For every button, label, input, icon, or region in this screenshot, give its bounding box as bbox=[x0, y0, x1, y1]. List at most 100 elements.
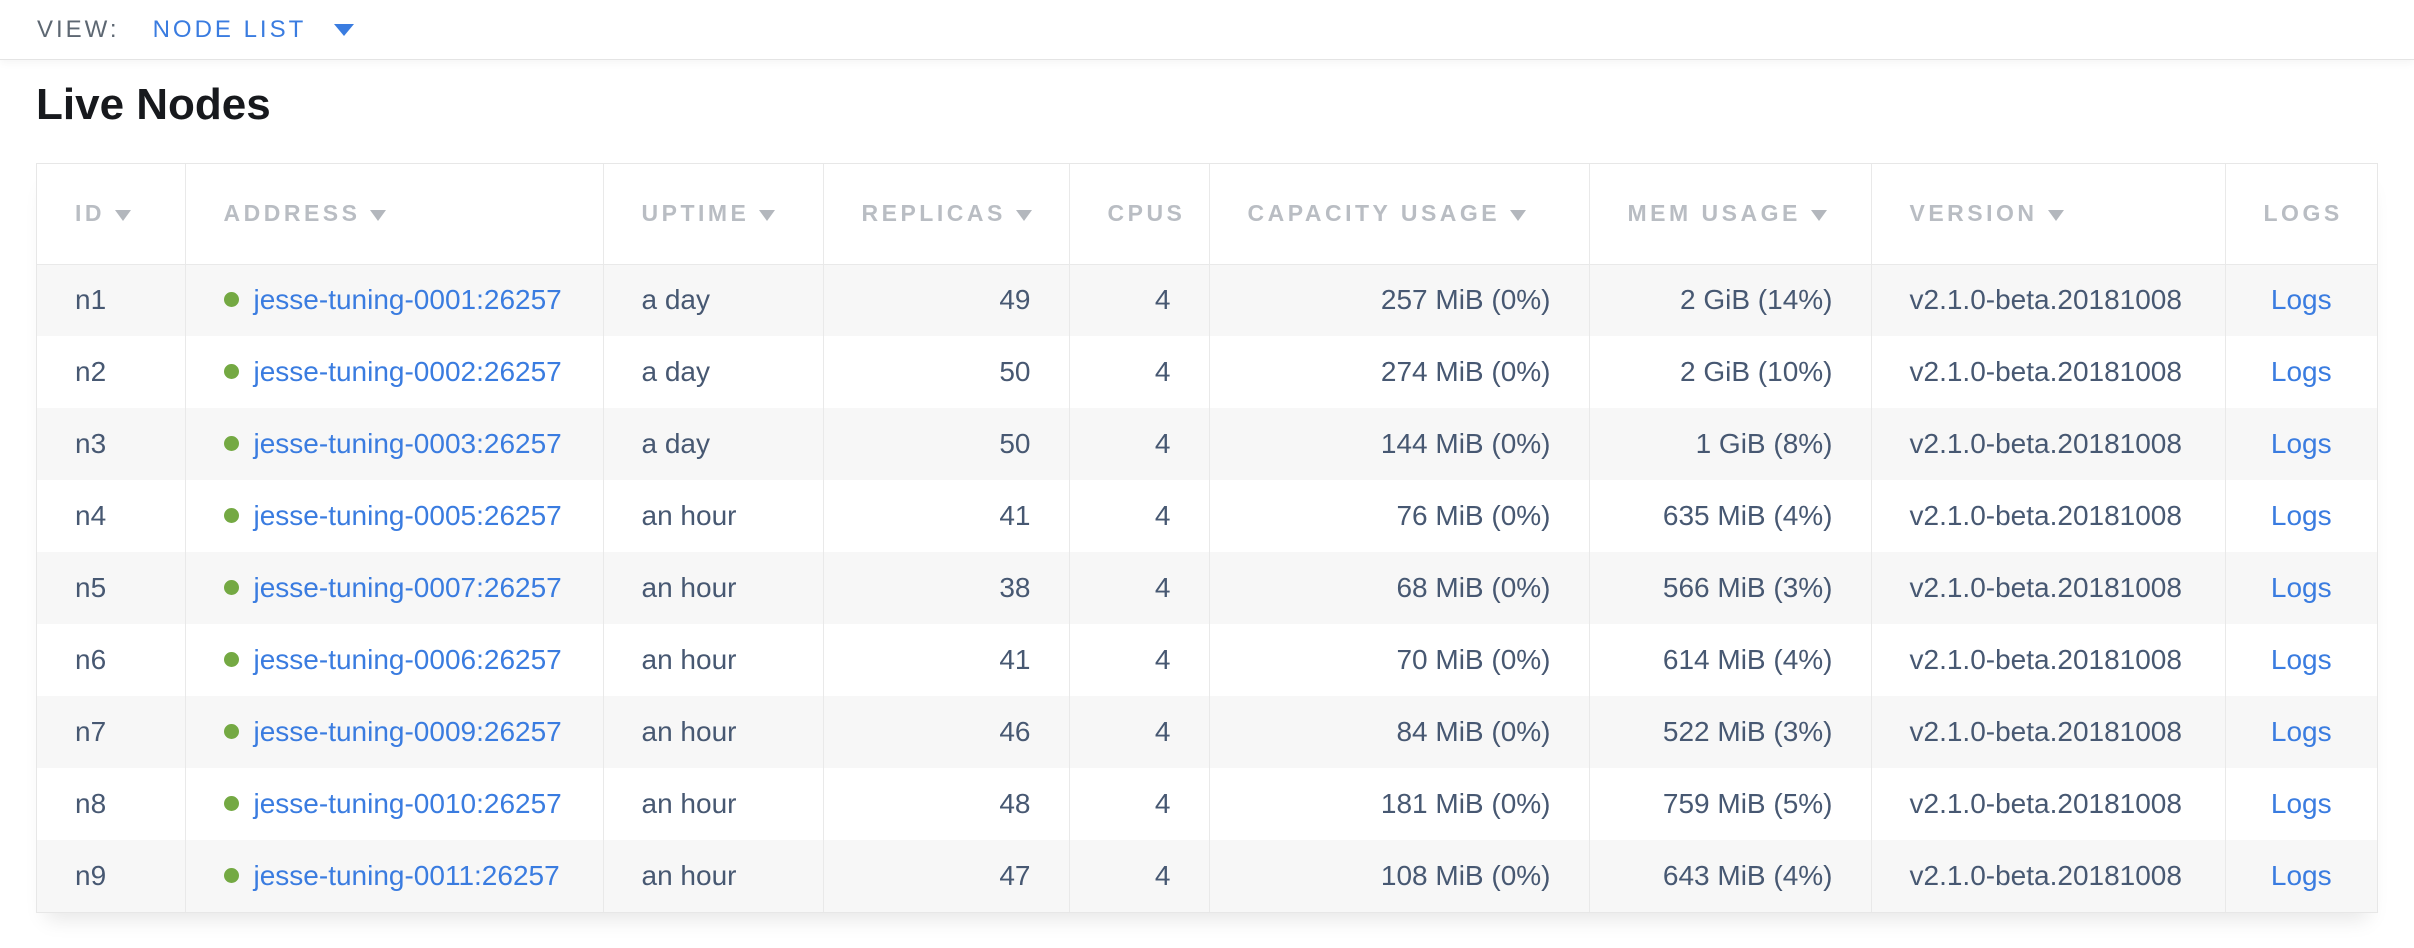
node-uptime-cell: a day bbox=[602, 336, 823, 408]
column-header-address[interactable]: ADDRESS bbox=[184, 164, 603, 265]
node-capacity_usage-cell: 257 MiB (0%) bbox=[1208, 264, 1589, 336]
sort-desc-icon bbox=[2047, 210, 2064, 222]
node-mem_usage-cell: 643 MiB (4%) bbox=[1588, 840, 1871, 912]
node-cpus-cell: 4 bbox=[1068, 696, 1209, 768]
node-uptime-cell: an hour bbox=[602, 696, 823, 768]
node-capacity_usage-cell: 181 MiB (0%) bbox=[1208, 768, 1589, 840]
logs-link[interactable]: Logs bbox=[2270, 356, 2332, 387]
node-cpus-cell: 4 bbox=[1068, 624, 1209, 696]
logs-link[interactable]: Logs bbox=[2270, 572, 2332, 603]
node-address-cell: jesse-tuning-0009:26257 bbox=[184, 696, 603, 768]
node-logs-cell: Logs bbox=[2224, 624, 2377, 696]
node-replicas-cell: 49 bbox=[822, 264, 1069, 336]
node-healthy-status-icon bbox=[223, 364, 239, 379]
node-id-cell: n8 bbox=[75, 788, 107, 819]
node-address-link[interactable]: jesse-tuning-0003:26257 bbox=[253, 428, 562, 459]
column-header-label: MEM USAGE bbox=[1627, 200, 1801, 227]
live-nodes-page: Live Nodes ID ADDRESS UPTIME REPLICAS CPUS CA… bbox=[0, 83, 2414, 913]
node-logs-cell: Logs bbox=[2224, 336, 2377, 408]
node-uptime-cell: an hour bbox=[602, 768, 823, 840]
node-cpus-cell: 4 bbox=[1068, 768, 1209, 840]
node-address-link[interactable]: jesse-tuning-0011:26257 bbox=[253, 860, 560, 891]
column-header-id[interactable]: ID bbox=[37, 164, 185, 265]
node-capacity_usage-cell: 68 MiB (0%) bbox=[1208, 552, 1589, 624]
sort-desc-icon bbox=[370, 210, 387, 222]
column-header-label: ID bbox=[75, 200, 105, 227]
node-capacity_usage-cell: 84 MiB (0%) bbox=[1208, 696, 1589, 768]
node-healthy-status-icon bbox=[223, 580, 239, 595]
node-mem_usage-cell: 635 MiB (4%) bbox=[1588, 480, 1871, 552]
sort-desc-icon bbox=[759, 210, 776, 222]
node-logs-cell: Logs bbox=[2224, 840, 2377, 912]
node-replicas-cell: 48 bbox=[822, 768, 1069, 840]
column-header-label: CPUS bbox=[1107, 200, 1186, 227]
node-version-cell: v2.1.0-beta.20181008 bbox=[1870, 768, 2225, 840]
column-header-capacity_usage[interactable]: CAPACITY USAGE bbox=[1208, 164, 1589, 265]
logs-link[interactable]: Logs bbox=[2270, 428, 2332, 459]
node-capacity_usage-cell: 274 MiB (0%) bbox=[1208, 336, 1589, 408]
logs-link[interactable]: Logs bbox=[2270, 860, 2332, 891]
node-row: n4 jesse-tuning-0005:26257 an hour 41 4 76 Mi… bbox=[37, 480, 2377, 552]
node-id-cell: n5 bbox=[75, 572, 107, 603]
sort-desc-icon bbox=[1510, 210, 1527, 222]
column-header-label: VERSION bbox=[1909, 200, 2038, 227]
column-header-version[interactable]: VERSION bbox=[1870, 164, 2225, 265]
column-header-label: CAPACITY USAGE bbox=[1247, 200, 1501, 227]
node-row: n6 jesse-tuning-0006:26257 an hour 41 4 70 Mi… bbox=[37, 624, 2377, 696]
logs-link[interactable]: Logs bbox=[2270, 500, 2332, 531]
node-capacity_usage-cell: 144 MiB (0%) bbox=[1208, 408, 1589, 480]
node-replicas-cell: 38 bbox=[822, 552, 1069, 624]
node-address-link[interactable]: jesse-tuning-0001:26257 bbox=[253, 284, 562, 316]
node-version-cell: v2.1.0-beta.20181008 bbox=[1870, 840, 2225, 912]
node-cpus-cell: 4 bbox=[1068, 480, 1209, 552]
node-uptime-cell: an hour bbox=[602, 624, 823, 696]
node-version-cell: v2.1.0-beta.20181008 bbox=[1870, 408, 2225, 480]
node-address-cell: jesse-tuning-0007:26257 bbox=[184, 552, 603, 624]
node-capacity_usage-cell: 70 MiB (0%) bbox=[1208, 624, 1589, 696]
node-address-link[interactable]: jesse-tuning-0002:26257 bbox=[253, 356, 562, 387]
node-row: n3 jesse-tuning-0003:26257 a day 50 4 144 MiB… bbox=[37, 408, 2377, 480]
view-selector-dropdown[interactable]: NODE LIST bbox=[153, 16, 355, 44]
node-address-cell: jesse-tuning-0003:26257 bbox=[184, 408, 603, 480]
node-cpus-cell: 4 bbox=[1068, 336, 1209, 408]
node-healthy-status-icon bbox=[223, 508, 239, 523]
node-uptime-cell: an hour bbox=[602, 552, 823, 624]
column-header-label: UPTIME bbox=[641, 200, 750, 227]
column-header-replicas[interactable]: REPLICAS bbox=[822, 164, 1069, 265]
view-label: VIEW: bbox=[37, 15, 120, 43]
logs-link[interactable]: Logs bbox=[2270, 284, 2332, 316]
column-header-logs: LOGS bbox=[2224, 164, 2377, 265]
node-address-link[interactable]: jesse-tuning-0010:26257 bbox=[253, 788, 562, 819]
node-address-cell: jesse-tuning-0005:26257 bbox=[184, 480, 603, 552]
node-healthy-status-icon bbox=[223, 292, 239, 308]
node-healthy-status-icon bbox=[223, 868, 239, 883]
node-address-link[interactable]: jesse-tuning-0005:26257 bbox=[253, 500, 562, 531]
node-mem_usage-cell: 1 GiB (8%) bbox=[1588, 408, 1871, 480]
node-row: n5 jesse-tuning-0007:26257 an hour 38 4 68 Mi… bbox=[37, 552, 2377, 624]
node-id-cell: n7 bbox=[75, 716, 107, 747]
node-version-cell: v2.1.0-beta.20181008 bbox=[1870, 696, 2225, 768]
node-logs-cell: Logs bbox=[2224, 552, 2377, 624]
node-mem_usage-cell: 2 GiB (10%) bbox=[1588, 336, 1871, 408]
node-row: n2 jesse-tuning-0002:26257 a day 50 4 274 MiB… bbox=[37, 336, 2377, 408]
node-healthy-status-icon bbox=[223, 652, 239, 667]
node-address-link[interactable]: jesse-tuning-0006:26257 bbox=[253, 644, 562, 675]
node-id-cell: n3 bbox=[75, 428, 107, 459]
column-header-mem_usage[interactable]: MEM USAGE bbox=[1588, 164, 1871, 265]
node-address-cell: jesse-tuning-0010:26257 bbox=[184, 768, 603, 840]
node-uptime-cell: an hour bbox=[602, 840, 823, 912]
node-address-cell: jesse-tuning-0006:26257 bbox=[184, 624, 603, 696]
node-version-cell: v2.1.0-beta.20181008 bbox=[1870, 336, 2225, 408]
logs-link[interactable]: Logs bbox=[2270, 644, 2332, 675]
node-address-link[interactable]: jesse-tuning-0009:26257 bbox=[253, 716, 562, 747]
logs-link[interactable]: Logs bbox=[2270, 788, 2332, 819]
node-address-link[interactable]: jesse-tuning-0007:26257 bbox=[253, 572, 562, 603]
node-address-cell: jesse-tuning-0011:26257 bbox=[184, 840, 603, 912]
logs-link[interactable]: Logs bbox=[2270, 716, 2332, 747]
table-header-row: ID ADDRESS UPTIME REPLICAS CPUS CAPACITY USAG… bbox=[37, 164, 2377, 265]
node-row: n1 jesse-tuning-0001:26257 a day 49 4 257 MiB… bbox=[37, 264, 2377, 336]
column-header-label: ADDRESS bbox=[223, 200, 361, 227]
column-header-uptime[interactable]: UPTIME bbox=[602, 164, 823, 265]
node-mem_usage-cell: 566 MiB (3%) bbox=[1588, 552, 1871, 624]
node-id-cell: n6 bbox=[75, 644, 107, 675]
